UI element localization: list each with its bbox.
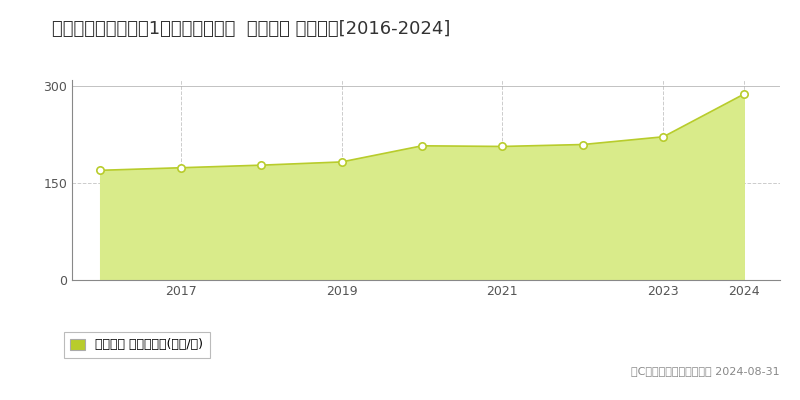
Point (415, 143, 428, 149)
Point (496, 143, 509, 150)
Text: （C）土地価格ドットコム 2024-08-31: （C）土地価格ドットコム 2024-08-31 (631, 366, 780, 376)
Legend: 地価公示 平均坤単価(万円/坤): 地価公示 平均坤単価(万円/坤) (64, 332, 210, 358)
Point (254, 162, 267, 168)
Point (657, 134, 670, 140)
Point (335, 159, 348, 165)
Text: 東京都目黒区大岡山1丁目８６番１８  地価公示 地価推移[2016-2024]: 東京都目黒区大岡山1丁目８６番１８ 地価公示 地価推移[2016-2024] (52, 20, 450, 38)
Point (577, 141, 590, 148)
Point (174, 164, 187, 171)
Point (738, 91, 750, 97)
Point (94, 167, 106, 174)
